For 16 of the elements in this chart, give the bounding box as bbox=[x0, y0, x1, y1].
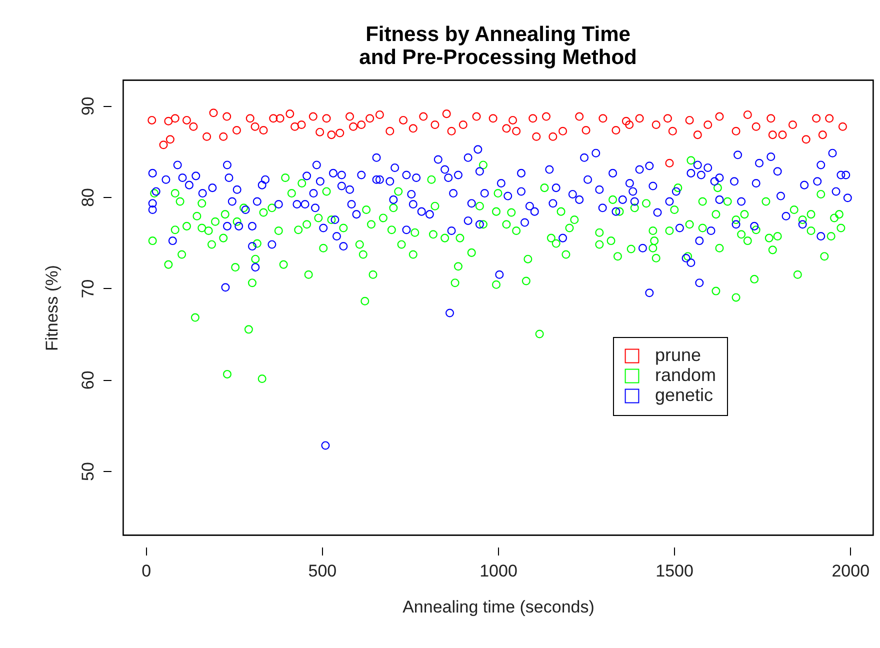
legend-label: genetic bbox=[655, 385, 714, 405]
y-tick-label: 50 bbox=[78, 462, 98, 482]
x-tick-label: 2000 bbox=[832, 562, 870, 580]
y-tick-label: 70 bbox=[78, 279, 98, 298]
chart-title: Fitness by Annealing Time and Pre-Processing Method bbox=[359, 23, 637, 69]
y-tick-label: 90 bbox=[78, 96, 98, 116]
x-tick-label: 0 bbox=[142, 562, 152, 580]
x-tick-label: 1000 bbox=[480, 562, 518, 580]
y-tick-label: 80 bbox=[78, 188, 98, 207]
x-tick-label: 500 bbox=[308, 562, 337, 580]
x-tick-label: 1500 bbox=[656, 562, 694, 580]
legend-label: random bbox=[655, 365, 716, 385]
y-axis-title: Fitness (%) bbox=[42, 265, 62, 351]
y-tick-label: 60 bbox=[78, 370, 98, 390]
x-axis-title: Annealing time (seconds) bbox=[402, 598, 594, 616]
legend-label: prune bbox=[655, 345, 702, 365]
